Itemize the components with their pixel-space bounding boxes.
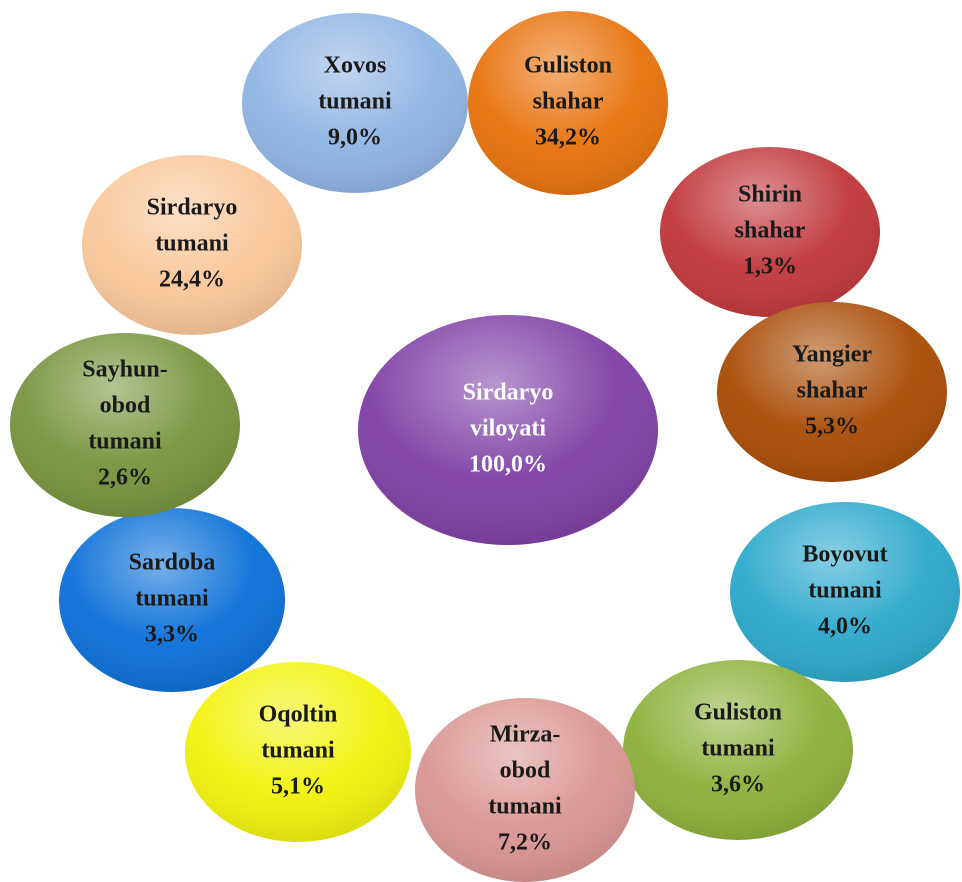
district-node: Mirza-obod tumani 7,2% (415, 698, 635, 882)
node-label: tumani (701, 736, 775, 762)
node-label: Sardoba (129, 550, 216, 576)
ellipse-shine (82, 155, 302, 335)
district-node: Sirdaryo tumani 24,4% (82, 155, 302, 335)
node-label: shahar (533, 89, 604, 115)
node-label: tumani (155, 231, 229, 257)
ellipse-shine (59, 508, 285, 692)
node-label: Sirdaryo (463, 380, 554, 406)
district-node: Boyovut tumani 4,0% (730, 502, 960, 682)
ellipse-shine (468, 11, 668, 195)
ellipse-shine (242, 13, 468, 193)
district-node: Oqoltin tumani 5,1% (185, 662, 411, 842)
node-value: 7,2% (498, 830, 552, 856)
ellipse-shine (717, 302, 947, 482)
node-label: tumani (261, 738, 335, 764)
district-node: Guliston tumani 3,6% (623, 660, 853, 840)
district-node: Sayhun-obod tumani 2,6% (10, 333, 240, 517)
node-value: 3,6% (711, 772, 765, 798)
node-value: 1,3% (743, 254, 797, 280)
node-label: shahar (797, 378, 868, 404)
node-label: viloyati (470, 416, 546, 442)
node-label: obod (100, 393, 151, 419)
node-value: 3,3% (145, 622, 199, 648)
node-label: Yangier (792, 342, 872, 368)
node-label: tumani (488, 794, 562, 820)
ellipse-shine (730, 502, 960, 682)
district-node: Guliston shahar 34,2% (468, 11, 668, 195)
node-label: obod (500, 758, 551, 784)
node-value: 5,3% (805, 414, 859, 440)
node-value: 4,0% (818, 614, 872, 640)
node-label: Xovos (324, 53, 387, 79)
node-label: tumani (88, 429, 162, 455)
ellipse-shine (415, 698, 635, 882)
node-value: 5,1% (271, 774, 325, 800)
district-node: Sardoba tumani 3,3% (59, 508, 285, 692)
node-label: Sirdaryo (147, 195, 238, 221)
node-label: tumani (808, 578, 882, 604)
node-label: shahar (735, 218, 806, 244)
node-label: Guliston (694, 700, 782, 726)
node-label: tumani (318, 89, 392, 115)
node-value: 9,0% (328, 125, 382, 151)
node-value: 2,6% (98, 465, 152, 491)
ellipse-shine (623, 660, 853, 840)
district-node: Xovos tumani 9,0% (242, 13, 468, 193)
node-label: Guliston (524, 53, 612, 79)
node-value: 24,4% (159, 267, 225, 293)
node-label: Shirin (738, 182, 802, 208)
node-label: Mirza- (490, 722, 561, 748)
district-node: Yangier shahar 5,3% (717, 302, 947, 482)
node-label: Boyovut (802, 542, 887, 568)
node-label: Oqoltin (259, 702, 338, 728)
node-value: 34,2% (535, 125, 601, 151)
ellipse-shine (358, 315, 658, 545)
node-label: Sayhun- (82, 357, 167, 383)
ellipse-shine (10, 333, 240, 517)
district-node: Shirin shahar 1,3% (660, 147, 880, 317)
node-value: 100,0% (469, 452, 547, 478)
ellipse-shine (185, 662, 411, 842)
node-label: tumani (135, 586, 209, 612)
ellipse-shine (660, 147, 880, 317)
center-node: Sirdaryo viloyati 100,0% (358, 315, 658, 545)
